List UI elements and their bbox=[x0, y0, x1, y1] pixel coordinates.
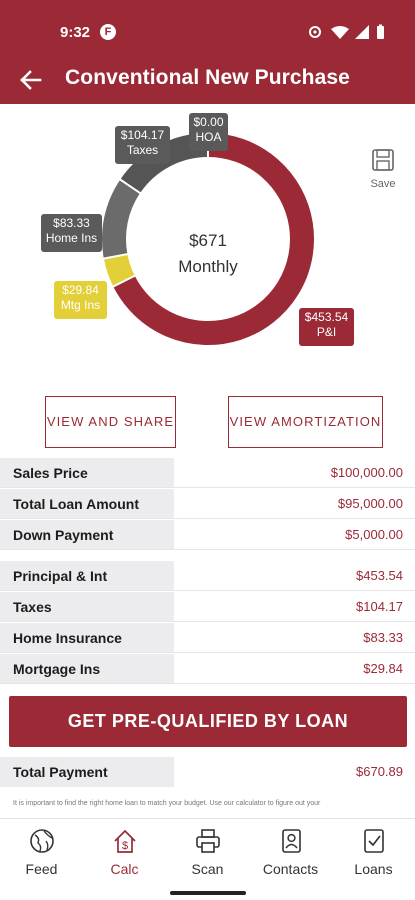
monthly-label: Monthly bbox=[178, 257, 238, 276]
taxes-callout-name: Taxes bbox=[126, 143, 159, 157]
wifi-icon bbox=[331, 26, 349, 39]
payment-chart: $671 Monthly $104.17 Taxes $0.00 HOA $83… bbox=[0, 104, 415, 394]
nav-item-loans[interactable]: Loans bbox=[332, 827, 415, 877]
page-title: Conventional New Purchase bbox=[65, 66, 350, 89]
row-value[interactable]: $5,000.00 bbox=[345, 527, 403, 542]
nav-label-contacts: Contacts bbox=[262, 861, 319, 877]
row-divider bbox=[0, 590, 415, 591]
home-ins-callout-amount: $83.33 bbox=[53, 216, 90, 230]
system-status-icons bbox=[309, 24, 384, 39]
row-value[interactable]: $83.33 bbox=[363, 630, 403, 645]
row-value: $670.89 bbox=[356, 764, 403, 779]
donut-separator bbox=[111, 274, 137, 288]
row-label: Taxes bbox=[0, 592, 174, 622]
row-value: $453.54 bbox=[356, 568, 403, 583]
donut-separator bbox=[118, 178, 142, 195]
get-prequalified-button[interactable]: GET PRE-QUALIFIED BY LOAN bbox=[9, 696, 407, 747]
loan-row-sales-price: Sales Price $100,000.00 bbox=[0, 458, 415, 488]
donut-slice-p-i bbox=[113, 133, 314, 345]
donut-separator bbox=[102, 252, 129, 260]
home-ins-callout-name: Home Ins bbox=[45, 231, 98, 245]
row-divider bbox=[0, 487, 415, 488]
monthly-amount: $671 bbox=[189, 231, 227, 250]
pi-callout-amount: $453.54 bbox=[304, 310, 349, 324]
floppy-disk-icon bbox=[372, 149, 394, 171]
row-divider bbox=[0, 621, 415, 622]
row-label: Total Loan Amount bbox=[0, 489, 174, 519]
taxes-callout: $104.17 Taxes bbox=[115, 126, 170, 164]
save-label: Save bbox=[370, 178, 396, 190]
row-value[interactable]: $104.17 bbox=[356, 599, 403, 614]
document-check-icon bbox=[363, 829, 384, 853]
donut-slice-home-ins bbox=[102, 179, 141, 259]
row-label: Mortgage Ins bbox=[0, 654, 174, 684]
payment-row-taxes: Taxes $104.17 bbox=[0, 592, 415, 622]
payment-row-home-insurance: Home Insurance $83.33 bbox=[0, 623, 415, 653]
contact-card-icon bbox=[281, 829, 301, 853]
row-value[interactable]: $29.84 bbox=[363, 661, 403, 676]
row-divider bbox=[0, 652, 415, 653]
pi-callout: $453.54 P&I bbox=[299, 308, 354, 346]
nav-label-calc: Calc bbox=[110, 861, 139, 877]
row-value[interactable]: $100,000.00 bbox=[330, 465, 403, 480]
pi-callout-name: P&I bbox=[316, 325, 337, 339]
nav-label-feed: Feed bbox=[25, 861, 58, 877]
nav-item-feed[interactable]: Feed bbox=[0, 827, 83, 877]
nav-item-calc[interactable]: $ Calc bbox=[83, 827, 166, 877]
taxes-callout-amount: $104.17 bbox=[120, 128, 165, 142]
total-payment-row: Total Payment $670.89 bbox=[0, 757, 415, 787]
battery-icon bbox=[377, 26, 384, 39]
save-button[interactable]: Save bbox=[363, 146, 403, 194]
donut-slice-mtg-ins bbox=[103, 253, 135, 287]
app-notification-icon: F bbox=[100, 24, 116, 40]
home-ins-callout: $83.33 Home Ins bbox=[41, 214, 102, 252]
view-amortization-button[interactable]: VIEW AMORTIZATION bbox=[228, 396, 383, 448]
home-indicator bbox=[170, 891, 246, 895]
signal-icon bbox=[355, 25, 369, 39]
row-label: Home Insurance bbox=[0, 623, 174, 653]
row-label: Principal & Int bbox=[0, 561, 174, 591]
hoa-callout-amount: $0.00 bbox=[193, 115, 224, 129]
back-button[interactable] bbox=[16, 66, 46, 94]
nav-item-contacts[interactable]: Contacts bbox=[249, 827, 332, 877]
nav-label-scan: Scan bbox=[191, 861, 224, 877]
svg-text:$: $ bbox=[121, 840, 127, 852]
payment-row-principal: Principal & Int $453.54 bbox=[0, 561, 415, 591]
loan-row-total-loan: Total Loan Amount $95,000.00 bbox=[0, 489, 415, 519]
app-bar: Conventional New Purchase bbox=[0, 58, 415, 104]
nav-label-loans: Loans bbox=[354, 861, 393, 877]
mtg-ins-callout: $29.84 Mtg Ins bbox=[54, 281, 107, 319]
bottom-navigation: Feed $ Calc Scan Contacts Loans bbox=[0, 818, 415, 900]
status-time: 9:32 bbox=[60, 24, 91, 41]
status-icons bbox=[307, 24, 397, 45]
house-dollar-icon: $ bbox=[113, 829, 136, 853]
row-label: Sales Price bbox=[0, 458, 174, 488]
row-divider bbox=[0, 549, 415, 550]
disclaimer-text: It is important to find the right home l… bbox=[13, 800, 321, 807]
arrow-left-icon bbox=[20, 70, 42, 90]
mtg-ins-callout-name: Mtg Ins bbox=[60, 298, 101, 312]
loan-row-down-payment: Down Payment $5,000.00 bbox=[0, 520, 415, 550]
status-bar: 9:32 F bbox=[0, 0, 415, 58]
view-and-share-button[interactable]: VIEW AND SHARE bbox=[45, 396, 176, 448]
hoa-callout: $0.00 HOA bbox=[189, 113, 228, 151]
nav-item-scan[interactable]: Scan bbox=[166, 827, 249, 877]
payment-row-mortgage-ins: Mortgage Ins $29.84 bbox=[0, 654, 415, 684]
row-value[interactable]: $95,000.00 bbox=[337, 496, 403, 511]
hoa-callout-name: HOA bbox=[195, 130, 222, 144]
mtg-ins-callout-amount: $29.84 bbox=[62, 283, 99, 297]
row-divider bbox=[0, 683, 415, 684]
globe-icon bbox=[29, 829, 54, 853]
row-label: Total Payment bbox=[0, 757, 174, 787]
printer-icon bbox=[195, 829, 220, 853]
row-divider bbox=[0, 518, 415, 519]
row-label: Down Payment bbox=[0, 520, 174, 550]
